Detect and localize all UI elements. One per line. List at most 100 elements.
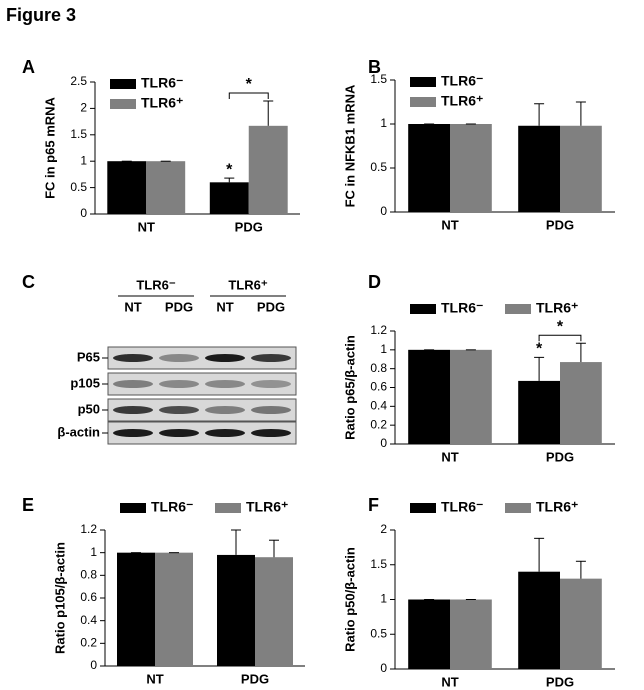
legend-label: TLR6⁻ <box>141 75 183 91</box>
legend-swatch <box>505 503 531 513</box>
legend-label: TLR6⁺ <box>536 499 578 515</box>
y-tick-label: 0 <box>80 206 87 220</box>
legend-swatch <box>410 77 436 87</box>
y-tick-label: 0.6 <box>80 590 97 604</box>
legend-label: TLR6⁺ <box>441 93 483 109</box>
y-tick-label: 1.5 <box>70 127 87 141</box>
bracket <box>228 92 269 100</box>
lane-label: PDG <box>165 299 193 314</box>
blot-band <box>251 354 291 362</box>
y-tick-label: 0.6 <box>370 380 387 394</box>
panel-label: B <box>368 57 381 77</box>
blot-band <box>113 406 153 414</box>
legend-label: TLR6⁻ <box>441 499 483 515</box>
bar <box>146 161 186 214</box>
blot-band <box>159 406 199 414</box>
y-tick-label: 0.8 <box>80 568 97 582</box>
y-tick-label: 1 <box>80 153 87 167</box>
x-tick-label: PDG <box>546 217 574 232</box>
x-tick-label: PDG <box>241 671 269 686</box>
legend-label: TLR6⁻ <box>151 499 193 515</box>
lane-label: PDG <box>257 299 285 314</box>
blot-band <box>205 406 245 414</box>
blot-band <box>205 354 245 362</box>
y-tick-label: 2 <box>80 101 87 115</box>
row-label: P65 <box>77 349 100 364</box>
bar <box>518 125 560 212</box>
blot-band <box>113 380 153 388</box>
blot-band <box>205 429 245 437</box>
blot-band <box>159 354 199 362</box>
y-tick-label: 1 <box>380 342 387 356</box>
bar <box>217 554 255 666</box>
bar <box>408 349 450 444</box>
significance-star: * <box>246 76 253 93</box>
panel-label: E <box>22 495 34 515</box>
legend-swatch <box>110 99 136 109</box>
bar <box>560 578 602 669</box>
bar <box>450 349 492 444</box>
legend-swatch <box>410 97 436 107</box>
group-label: TLR6⁻ <box>136 277 176 292</box>
legend-swatch <box>215 503 241 513</box>
y-tick-label: 0.4 <box>80 613 97 627</box>
y-tick-label: 0.5 <box>70 180 87 194</box>
bar <box>560 125 602 212</box>
legend-swatch <box>110 79 136 89</box>
bar <box>117 552 155 666</box>
bar <box>518 380 560 444</box>
x-tick-label: PDG <box>546 674 574 689</box>
significance-star: * <box>536 341 543 358</box>
bar <box>450 124 492 212</box>
bar <box>408 124 450 212</box>
y-axis-label: Ratio p50/β-actin <box>342 547 357 652</box>
y-tick-label: 0 <box>380 204 387 218</box>
figure-title: Figure 3 <box>6 5 76 25</box>
bracket <box>538 334 582 342</box>
bar <box>255 557 293 666</box>
group-label: TLR6⁺ <box>228 277 268 292</box>
legend-swatch <box>410 304 436 314</box>
x-tick-label: PDG <box>235 219 263 234</box>
blot-band <box>159 429 199 437</box>
blot-band <box>159 380 199 388</box>
y-tick-label: 0.5 <box>370 160 387 174</box>
y-tick-label: 0.2 <box>80 636 97 650</box>
legend-label: TLR6⁻ <box>441 73 483 89</box>
row-label: p105 <box>70 375 100 390</box>
legend-label: TLR6⁺ <box>141 95 183 111</box>
row-label: β-actin <box>57 424 100 439</box>
y-axis-label: FC in NFKB1 mRNA <box>342 84 357 207</box>
bar <box>155 552 193 666</box>
legend-label: TLR6⁺ <box>246 499 288 515</box>
y-axis-label: Ratio p105/β-actin <box>52 542 67 654</box>
legend-swatch <box>410 503 436 513</box>
y-tick-label: 1.5 <box>370 72 387 86</box>
y-tick-label: 0.5 <box>370 626 387 640</box>
blot-band <box>113 354 153 362</box>
bar <box>408 599 450 669</box>
blot-band <box>205 380 245 388</box>
bar <box>518 571 560 669</box>
x-tick-label: NT <box>441 217 458 232</box>
bar <box>560 362 602 444</box>
y-tick-label: 2.5 <box>70 74 87 88</box>
x-tick-label: PDG <box>546 449 574 464</box>
y-tick-label: 0.2 <box>370 417 387 431</box>
y-tick-label: 2 <box>380 522 387 536</box>
legend-swatch <box>505 304 531 314</box>
panel-label: F <box>368 495 379 515</box>
blot-band <box>251 380 291 388</box>
blot-band <box>113 429 153 437</box>
y-tick-label: 1 <box>380 592 387 606</box>
significance-star: * <box>557 318 564 335</box>
legend-label: TLR6⁺ <box>536 300 578 316</box>
bar <box>248 125 288 214</box>
y-tick-label: 0 <box>90 658 97 672</box>
bar <box>209 182 249 214</box>
legend-label: TLR6⁻ <box>441 300 483 316</box>
x-tick-label: NT <box>138 219 155 234</box>
y-tick-label: 1.2 <box>370 323 387 337</box>
y-tick-label: 0.4 <box>370 399 387 413</box>
